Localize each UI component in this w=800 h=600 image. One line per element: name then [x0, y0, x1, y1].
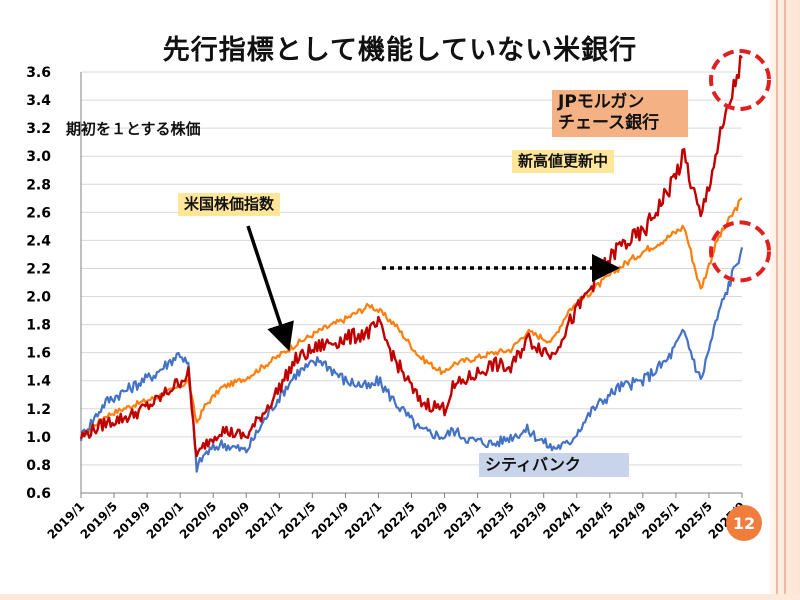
- y-tick-label: 0.8: [26, 458, 51, 474]
- frame-line: [784, 0, 786, 600]
- page-number-badge: 12: [726, 505, 762, 541]
- slide-frame-right: [770, 0, 800, 600]
- frame-line: [776, 0, 778, 600]
- y-tick-label: 2.0: [26, 290, 51, 306]
- highlight-circle-citibank: [709, 220, 771, 283]
- y-tick-label: 1.2: [26, 402, 51, 418]
- label-new-high-note: 新高値更新中: [512, 150, 615, 173]
- y-tick-label: 2.4: [26, 233, 51, 249]
- y-tick-label: 2.2: [26, 261, 51, 277]
- y-tick-label: 1.8: [26, 318, 51, 334]
- arrow-to-sp500: [246, 225, 294, 352]
- label-sp500: 米国株価指数: [178, 193, 281, 216]
- page-title: 先行指標として機能していない米銀行: [162, 35, 638, 66]
- y-tick-label: 1.6: [26, 346, 51, 362]
- y-tick-label: 3.2: [26, 121, 51, 137]
- series-line-jpm: [79, 54, 743, 458]
- y-tick-label: 3.4: [26, 93, 51, 109]
- series-line-sp500: [80, 197, 743, 438]
- y-axis-note: 期初を１とする株価: [66, 120, 201, 138]
- y-tick-label: 2.6: [26, 205, 51, 221]
- y-tick-label: 1.0: [26, 430, 51, 446]
- y-tick-label: 2.8: [26, 177, 51, 193]
- y-tick-label: 3.6: [26, 65, 51, 81]
- label-jpmorgan: JPモルガン チェース銀行: [552, 90, 688, 137]
- highlight-circle-jpmorgan: [709, 49, 771, 111]
- label-citibank: シティバンク: [479, 453, 629, 477]
- slide-frame-bottom: [0, 594, 800, 600]
- y-tick-label: 0.6: [26, 486, 51, 502]
- y-tick-label: 3.0: [26, 149, 51, 165]
- y-tick-label: 1.4: [26, 374, 51, 390]
- series-line-citi: [79, 247, 744, 473]
